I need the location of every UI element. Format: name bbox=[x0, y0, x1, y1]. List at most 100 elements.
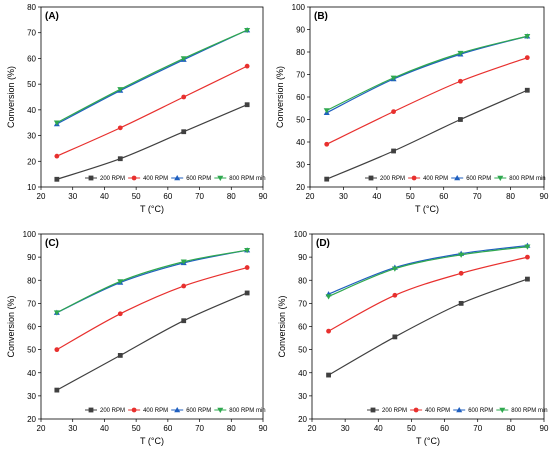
y-tick-label: 30 bbox=[27, 132, 36, 141]
x-tick-label: 50 bbox=[406, 192, 415, 201]
data-point bbox=[324, 176, 330, 182]
legend-label: 800 RPM min bbox=[511, 408, 547, 414]
y-tick-label: 80 bbox=[298, 276, 307, 285]
data-point bbox=[390, 75, 397, 81]
y-axis-label: Conversion (%) bbox=[6, 66, 16, 128]
legend-marker bbox=[217, 407, 224, 413]
data-point bbox=[53, 310, 60, 316]
data-point bbox=[525, 276, 530, 282]
legend-label: 600 RPM bbox=[466, 176, 491, 182]
x-tick-label: 70 bbox=[473, 192, 482, 201]
data-point bbox=[458, 78, 463, 84]
y-tick-label: 90 bbox=[27, 253, 36, 262]
x-tick-label: 40 bbox=[100, 192, 109, 201]
data-point bbox=[244, 63, 250, 69]
legend-marker bbox=[174, 175, 181, 181]
y-tick-label: 60 bbox=[298, 323, 307, 332]
legend-label: 200 RPM bbox=[382, 408, 407, 414]
x-tick-label: 80 bbox=[506, 192, 515, 201]
x-tick-label: 70 bbox=[473, 424, 482, 433]
y-tick-label: 80 bbox=[27, 3, 36, 12]
legend-label: 600 RPM bbox=[186, 408, 211, 414]
x-axis-label: T (°C) bbox=[140, 204, 164, 214]
y-tick-label: 40 bbox=[27, 106, 36, 115]
legend-marker bbox=[456, 407, 463, 413]
x-tick-label: 90 bbox=[540, 192, 549, 201]
legend-marker bbox=[174, 407, 181, 413]
series-line bbox=[326, 35, 528, 112]
series-line bbox=[56, 266, 248, 351]
y-tick-label: 50 bbox=[296, 116, 305, 125]
series-line bbox=[56, 29, 248, 125]
data-point bbox=[117, 156, 123, 162]
panel-label: (A) bbox=[45, 11, 59, 22]
y-tick-label: 90 bbox=[298, 253, 307, 262]
x-tick-label: 20 bbox=[37, 424, 46, 433]
y-tick-label: 70 bbox=[298, 299, 307, 308]
data-point bbox=[54, 176, 60, 182]
x-axis-label: T (°C) bbox=[140, 436, 164, 446]
y-tick-label: 60 bbox=[296, 93, 305, 102]
data-point bbox=[54, 387, 60, 393]
data-point bbox=[323, 108, 330, 114]
series-line bbox=[326, 35, 528, 114]
panel-label: (D) bbox=[316, 238, 330, 249]
data-point bbox=[524, 55, 530, 61]
x-tick-label: 60 bbox=[163, 192, 172, 201]
legend-marker bbox=[131, 407, 137, 413]
x-tick-label: 60 bbox=[163, 424, 172, 433]
data-point bbox=[180, 259, 187, 265]
legend-marker bbox=[499, 407, 506, 413]
data-point bbox=[180, 56, 187, 62]
x-tick-label: 20 bbox=[308, 424, 317, 433]
series-line bbox=[56, 249, 248, 314]
data-point bbox=[392, 334, 398, 340]
legend-label: 600 RPM bbox=[186, 176, 211, 182]
legend-label: 600 RPM bbox=[468, 408, 493, 414]
y-tick-label: 90 bbox=[296, 26, 305, 35]
x-tick-label: 20 bbox=[306, 192, 315, 201]
data-point bbox=[181, 129, 187, 135]
legend-marker bbox=[368, 175, 374, 181]
y-tick-label: 20 bbox=[296, 183, 305, 192]
legend-label: 200 RPM bbox=[100, 408, 125, 414]
data-point bbox=[524, 87, 530, 93]
data-point bbox=[458, 252, 465, 258]
y-tick-label: 40 bbox=[27, 369, 36, 378]
y-tick-label: 20 bbox=[27, 157, 36, 166]
x-axis-label: T (°C) bbox=[415, 204, 439, 214]
legend-label: 200 RPM bbox=[100, 176, 125, 182]
y-tick-label: 40 bbox=[296, 138, 305, 147]
panel-label: (C) bbox=[45, 238, 59, 249]
x-tick-label: 80 bbox=[506, 424, 515, 433]
data-point bbox=[458, 300, 464, 306]
legend-label: 800 RPM min bbox=[229, 176, 265, 182]
data-point bbox=[244, 290, 250, 296]
data-point bbox=[391, 109, 396, 115]
y-axis-label: Conversion (%) bbox=[275, 66, 285, 128]
data-point bbox=[524, 244, 531, 250]
y-tick-label: 80 bbox=[296, 48, 305, 57]
series-line bbox=[326, 89, 528, 180]
x-tick-label: 30 bbox=[339, 192, 348, 201]
data-point bbox=[181, 94, 187, 100]
legend-marker bbox=[411, 175, 417, 181]
x-tick-label: 60 bbox=[440, 424, 449, 433]
plot-frame bbox=[40, 233, 264, 420]
x-tick-label: 70 bbox=[195, 424, 204, 433]
chart-panel: 20 30 40 50 60 70 80 90 20 30 40 50 60 70 80 90 100 T (°C… bbox=[275, 3, 549, 214]
y-tick-label: 30 bbox=[296, 161, 305, 170]
legend-label: 400 RPM bbox=[423, 176, 448, 182]
x-tick-label: 40 bbox=[374, 424, 383, 433]
data-point bbox=[524, 34, 531, 40]
data-point bbox=[53, 120, 60, 126]
data-point bbox=[117, 353, 123, 358]
y-tick-label: 60 bbox=[27, 323, 36, 332]
x-tick-label: 90 bbox=[259, 424, 268, 433]
data-point bbox=[525, 254, 530, 260]
data-point bbox=[326, 328, 331, 334]
y-tick-label: 20 bbox=[27, 415, 36, 424]
series-line bbox=[328, 244, 528, 295]
data-point bbox=[391, 148, 396, 154]
x-tick-label: 80 bbox=[227, 424, 236, 433]
